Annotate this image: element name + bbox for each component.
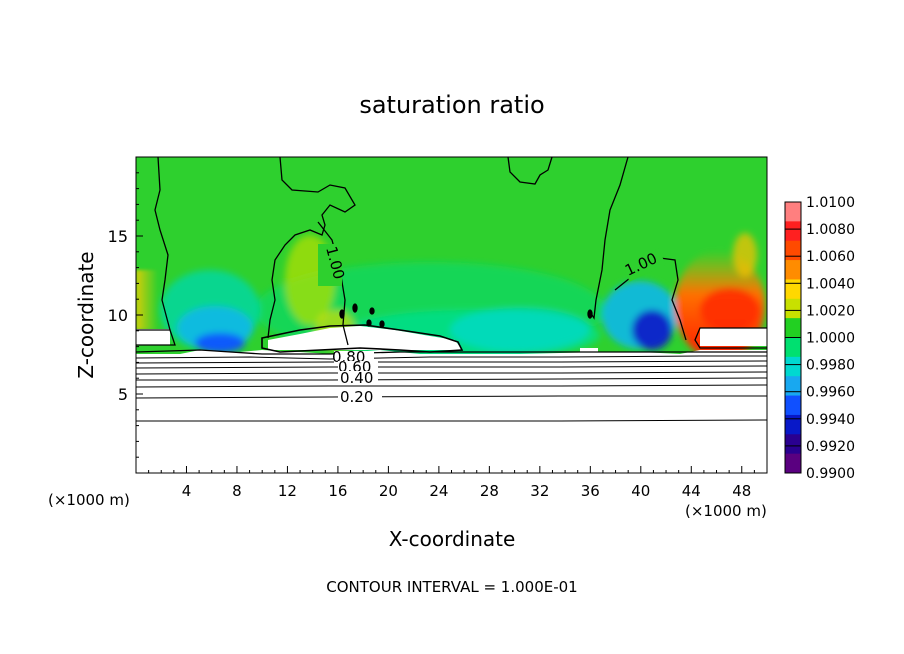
colorbar-swatch bbox=[785, 240, 801, 261]
x-tick-label: 44 bbox=[682, 482, 701, 500]
x-tick-label: 36 bbox=[581, 482, 600, 500]
contour-label: 0.40 bbox=[340, 369, 373, 387]
contour-lines bbox=[136, 157, 767, 422]
colorbar-label: 1.0040 bbox=[806, 276, 855, 292]
x-axis: 4 8 12 16 20 24 28 32 36 40 44 48 bbox=[148, 466, 755, 500]
x-axis-label: X-coordinate bbox=[389, 527, 516, 551]
colorbar-swatch bbox=[785, 279, 801, 300]
x-tick-label: 48 bbox=[732, 482, 751, 500]
contour-interval-note: CONTOUR INTERVAL = 1.000E-01 bbox=[326, 578, 577, 596]
x-tick-label: 24 bbox=[429, 482, 448, 500]
colorbar-label: 0.9960 bbox=[806, 385, 855, 401]
x-tick-label: 16 bbox=[328, 482, 347, 500]
colorbar-label: 1.0060 bbox=[806, 249, 855, 265]
colorbar: 1.0100 1.0080 1.0060 1.0040 1.0020 1.0000 0.99… bbox=[784, 195, 855, 482]
contour-label: 0.20 bbox=[340, 388, 373, 406]
y-axis-label: Z-coordinate bbox=[74, 251, 98, 378]
x-unit-left: (×1000 m) bbox=[48, 491, 130, 509]
colorbar-swatch bbox=[785, 434, 801, 455]
colorbar-swatch bbox=[785, 221, 801, 242]
colorbar-swatch bbox=[785, 318, 801, 338]
colorbar-swatch bbox=[785, 376, 801, 397]
x-tick-label: 32 bbox=[530, 482, 549, 500]
x-tick-label: 12 bbox=[278, 482, 297, 500]
y-tick-label: 15 bbox=[108, 227, 128, 246]
x-tick-label: 20 bbox=[379, 482, 398, 500]
chart-title: saturation ratio bbox=[359, 91, 544, 119]
plot-area: 1.00 1.00 0.80 0.60 0.40 0.20 bbox=[136, 157, 767, 473]
colorbar-swatch bbox=[785, 260, 801, 280]
colorbar-swatch bbox=[785, 202, 801, 222]
colorbar-swatch bbox=[785, 298, 801, 319]
colorbar-swatch bbox=[785, 395, 801, 416]
colorbar-swatch bbox=[785, 414, 801, 435]
x-tick-label: 28 bbox=[480, 482, 499, 500]
y-axis: 5 10 15 bbox=[108, 172, 143, 458]
colorbar-label: 1.0100 bbox=[806, 195, 855, 211]
colorbar-label: 0.9900 bbox=[806, 466, 855, 482]
colorbar-swatch bbox=[785, 356, 801, 377]
y-tick-label: 5 bbox=[118, 385, 128, 404]
colorbar-label: 0.9920 bbox=[806, 439, 855, 455]
colorbar-label: 0.9940 bbox=[806, 412, 855, 428]
colorbar-label: 1.0020 bbox=[806, 303, 855, 319]
x-unit-right: (×1000 m) bbox=[685, 502, 767, 520]
y-tick-label: 10 bbox=[108, 306, 128, 325]
colorbar-label: 1.0080 bbox=[806, 222, 855, 238]
colorbar-label: 0.9980 bbox=[806, 358, 855, 374]
x-tick-label: 8 bbox=[232, 482, 242, 500]
x-tick-label: 4 bbox=[182, 482, 192, 500]
colorbar-swatch bbox=[785, 337, 801, 358]
field-features bbox=[160, 233, 765, 360]
colorbar-swatch bbox=[785, 453, 801, 474]
x-tick-label: 40 bbox=[631, 482, 650, 500]
low-region bbox=[136, 350, 767, 473]
colorbar-label: 1.0000 bbox=[806, 331, 855, 347]
